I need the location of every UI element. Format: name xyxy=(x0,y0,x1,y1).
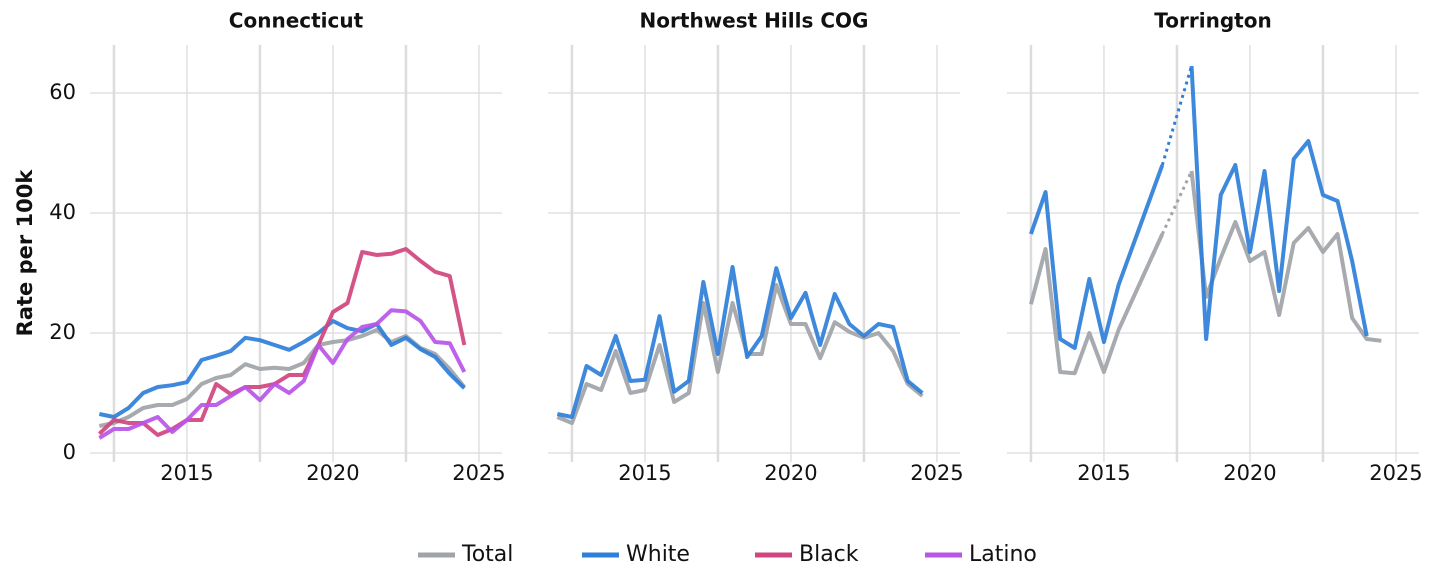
legend-label: Black xyxy=(799,542,859,567)
y-tick-label: 60 xyxy=(49,80,76,104)
series-line xyxy=(1189,170,1382,343)
y-tick-label: 20 xyxy=(49,320,76,344)
series-line xyxy=(97,247,467,437)
x-tick-label: 2025 xyxy=(910,461,963,485)
y-tick-label: 0 xyxy=(63,440,76,464)
series-line xyxy=(556,283,924,425)
legend-label: Total xyxy=(461,542,513,567)
series-line xyxy=(1029,233,1165,376)
x-tick-label: 2020 xyxy=(1223,461,1276,485)
series-line xyxy=(1029,164,1165,350)
gap-bridge xyxy=(1160,170,1193,235)
x-tick-label: 2025 xyxy=(452,461,505,485)
x-tick-label: 2015 xyxy=(618,461,671,485)
series-line xyxy=(556,265,924,419)
series-line xyxy=(98,308,467,440)
legend-label: Latino xyxy=(969,542,1037,567)
legend-label: White xyxy=(626,542,690,567)
x-tick-label: 2015 xyxy=(160,461,213,485)
y-tick-label: 40 xyxy=(49,200,76,224)
panel-title: Connecticut xyxy=(229,9,364,33)
x-tick-label: 2020 xyxy=(764,461,817,485)
x-tick-label: 2020 xyxy=(306,461,359,485)
panel-title: Torrington xyxy=(1154,9,1271,33)
x-tick-label: 2025 xyxy=(1369,461,1422,485)
gap-bridge xyxy=(1160,65,1193,166)
y-axis-label: Rate per 100k xyxy=(13,169,37,337)
series-line xyxy=(98,319,466,419)
series-line xyxy=(1189,65,1369,341)
x-tick-label: 2015 xyxy=(1077,461,1130,485)
panel-title: Northwest Hills COG xyxy=(640,9,869,33)
